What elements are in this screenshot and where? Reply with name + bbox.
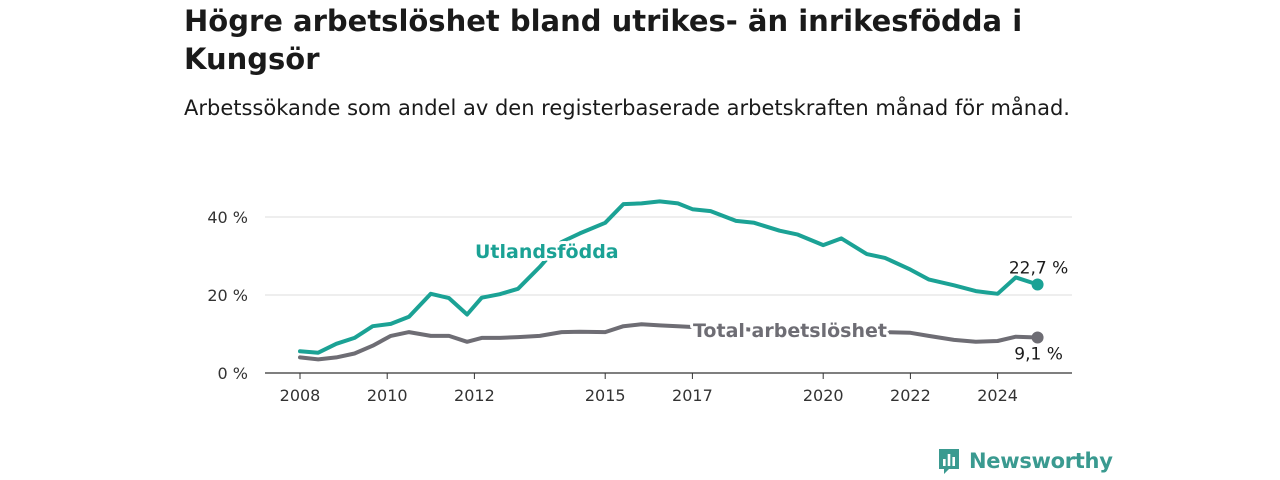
x-tick-label: 2015: [585, 386, 626, 405]
chart-title: Högre arbetslöshet bland utrikes- än inr…: [184, 4, 1023, 76]
x-tick-label: 2017: [672, 386, 713, 405]
y-tick-label: 0 %: [218, 364, 248, 383]
x-tick-label: 2012: [454, 386, 495, 405]
series-labels: 22,7 % 9,1 % Utlandsfödda Total arbetslöshe…: [472, 238, 1068, 365]
series-name-label: Total arbetslöshet: [693, 320, 887, 342]
chart-subtitle: Arbetssökande som andel av den registerb…: [184, 96, 1070, 120]
series-lines: [298, 199, 1044, 362]
series-end-point: [1031, 331, 1044, 344]
newsworthy-logo-text: Newsworthy: [969, 449, 1113, 473]
newsworthy-logo-icon: [939, 449, 959, 474]
series-end-value-label: 9,1 %: [1014, 345, 1063, 365]
series-name-label: Utlandsfödda: [475, 241, 619, 263]
series-line-utlandsfodda: [298, 199, 1040, 355]
y-tick-label: 40 %: [207, 208, 248, 227]
series-line-total: [298, 322, 1040, 362]
x-tick-label: 2024: [977, 386, 1018, 405]
x-tick-label: 2010: [367, 386, 408, 405]
y-tick-label: 20 %: [207, 286, 248, 305]
x-axis-ticks: 2008 2010 2012 2015 2017 2020 2022 2024: [280, 373, 1018, 405]
x-tick-label: 2008: [280, 386, 321, 405]
newsworthy-logo: Newsworthy: [937, 447, 1113, 475]
x-tick-label: 2020: [803, 386, 844, 405]
x-tick-label: 2022: [890, 386, 931, 405]
series-end-point: [1031, 278, 1044, 291]
series-end-value-label: 22,7 %: [1009, 258, 1068, 278]
grid-lines: [265, 216, 1072, 374]
y-axis-ticks: 0 % 20 % 40 %: [207, 208, 248, 383]
